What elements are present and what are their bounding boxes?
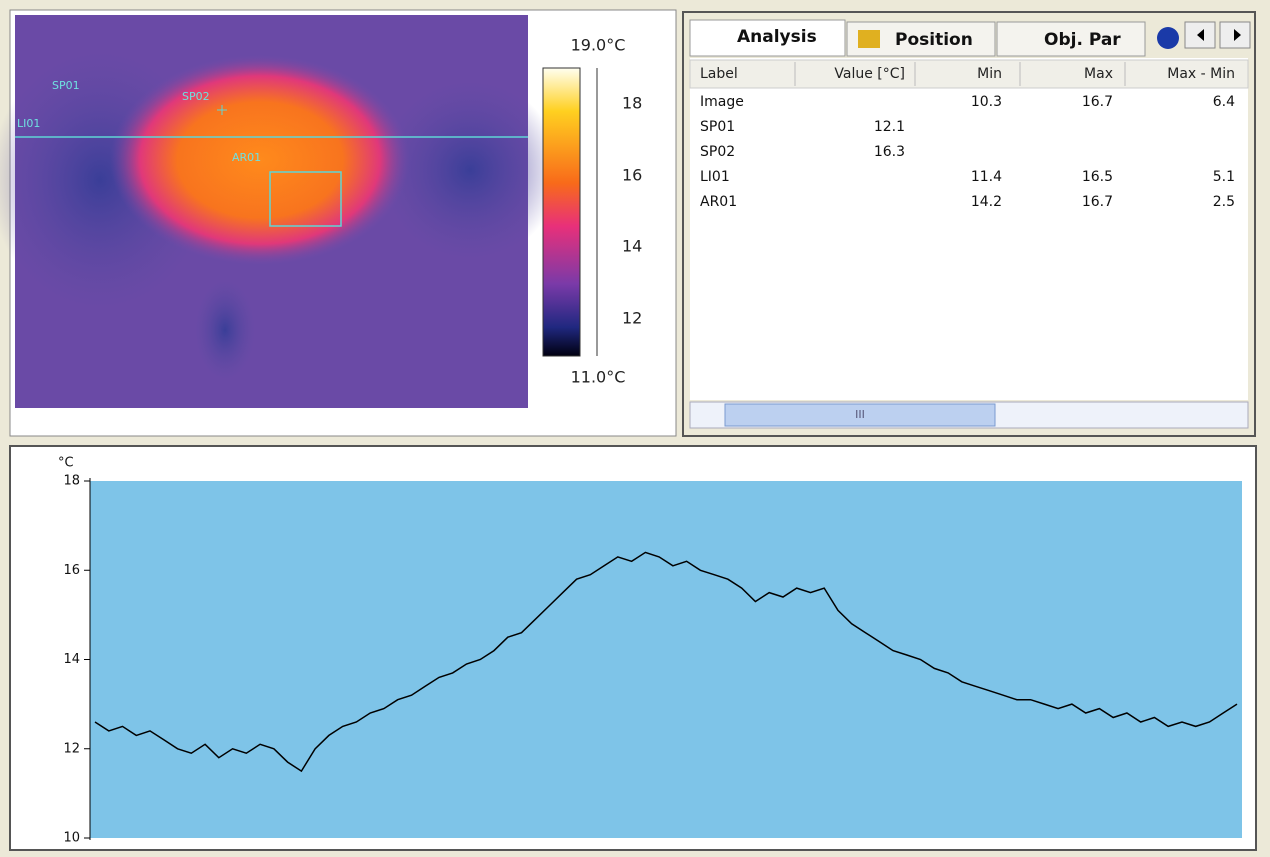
spot-label: SP01 <box>52 79 80 92</box>
table <box>690 58 1248 400</box>
table-cell: Image <box>700 94 744 110</box>
info-icon[interactable] <box>1157 27 1179 49</box>
column-header: Label <box>700 66 738 82</box>
table-cell: 11.4 <box>971 169 1002 185</box>
table-cell: 6.4 <box>1213 94 1235 110</box>
colorbar-tick: 16 <box>622 166 642 185</box>
tab-label[interactable]: Obj. Par <box>1044 30 1121 50</box>
colorbar-max: 19.0°C <box>571 36 626 55</box>
colorbar-tick: 14 <box>622 237 642 256</box>
table-cell: SP01 <box>700 119 735 135</box>
column-header: Min <box>977 66 1002 82</box>
spot-label: LI01 <box>17 117 40 130</box>
colorbar-min: 11.0°C <box>571 368 626 387</box>
window: SP01 SP02 LI01 AR01 19.0°C 11.0°C 18 16 … <box>0 0 1270 853</box>
plot-area <box>90 481 1242 838</box>
page: {"image_panel": {"spots": ["SP01", "SP02… <box>0 0 1270 853</box>
y-tick-label: 12 <box>63 741 80 756</box>
y-tick-label: 14 <box>63 652 80 667</box>
y-tick-label: 10 <box>63 831 80 846</box>
table-cell: 10.3 <box>971 94 1002 110</box>
tab-label[interactable]: Position <box>895 30 973 50</box>
table-cell: 14.2 <box>971 194 1002 210</box>
spot-label: SP02 <box>182 90 210 103</box>
colorbar-tick: 12 <box>622 309 642 328</box>
y-tick-label: 18 <box>63 474 80 489</box>
column-header: Max - Min <box>1167 66 1235 82</box>
tab-icon <box>858 30 880 48</box>
table-cell: 12.1 <box>874 119 905 135</box>
column-header: Max <box>1084 66 1113 82</box>
colorbar-tick: 18 <box>622 94 642 113</box>
table-cell: 5.1 <box>1213 169 1235 185</box>
table-cell: 16.5 <box>1082 169 1113 185</box>
table-cell: LI01 <box>700 169 730 185</box>
thermal-region <box>195 280 255 380</box>
table-cell: AR01 <box>700 194 737 210</box>
y-tick-label: 16 <box>63 563 80 578</box>
column-header: Value [°C] <box>834 66 905 82</box>
table-cell: 2.5 <box>1213 194 1235 210</box>
table-cell: 16.7 <box>1082 94 1113 110</box>
y-axis-label: °C <box>58 456 74 471</box>
table-header <box>690 60 1248 88</box>
colorbar <box>543 68 580 356</box>
table-cell: 16.3 <box>874 144 905 160</box>
table-cell: SP02 <box>700 144 735 160</box>
scroll-grip: III <box>855 408 865 421</box>
spot-label: AR01 <box>232 151 261 164</box>
table-cell: 16.7 <box>1082 194 1113 210</box>
tab-label[interactable]: Analysis <box>737 27 817 47</box>
